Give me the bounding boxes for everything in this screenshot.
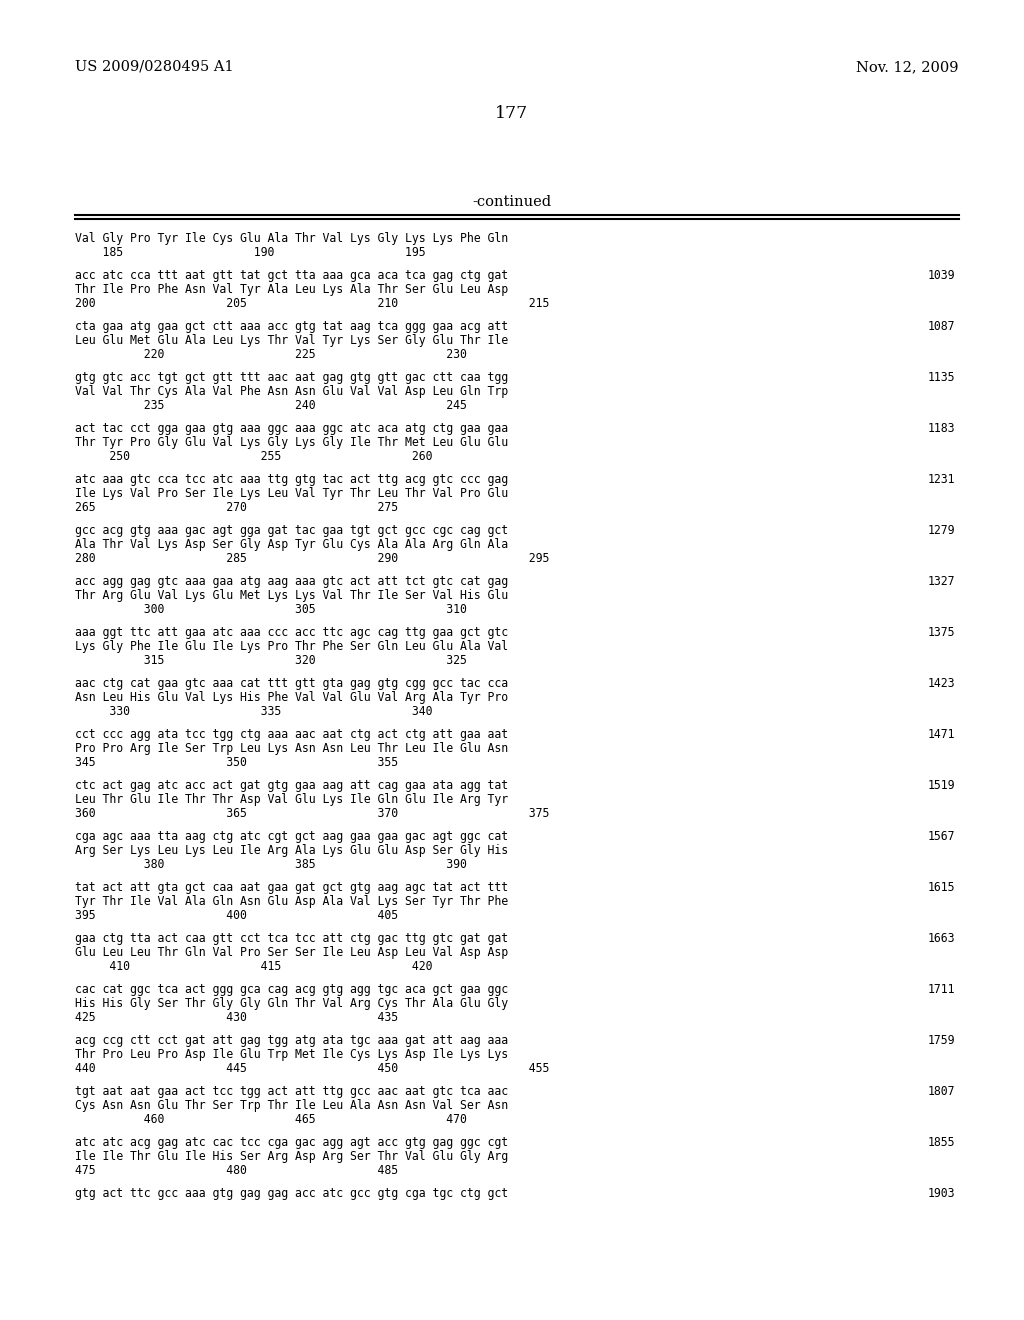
Text: tat act att gta gct caa aat gaa gat gct gtg aag agc tat act ttt: tat act att gta gct caa aat gaa gat gct … [75,880,508,894]
Text: Ile Lys Val Pro Ser Ile Lys Leu Val Tyr Thr Leu Thr Val Pro Glu: Ile Lys Val Pro Ser Ile Lys Leu Val Tyr … [75,487,508,500]
Text: Nov. 12, 2009: Nov. 12, 2009 [856,59,959,74]
Text: 440                   445                   450                   455: 440 445 450 455 [75,1063,549,1074]
Text: 1519: 1519 [928,779,955,792]
Text: Cys Asn Asn Glu Thr Ser Trp Thr Ile Leu Ala Asn Asn Val Ser Asn: Cys Asn Asn Glu Thr Ser Trp Thr Ile Leu … [75,1100,508,1111]
Text: Leu Thr Glu Ile Thr Thr Asp Val Glu Lys Ile Gln Glu Ile Arg Tyr: Leu Thr Glu Ile Thr Thr Asp Val Glu Lys … [75,793,508,807]
Text: Ala Thr Val Lys Asp Ser Gly Asp Tyr Glu Cys Ala Ala Arg Gln Ala: Ala Thr Val Lys Asp Ser Gly Asp Tyr Glu … [75,539,508,550]
Text: 410                   415                   420: 410 415 420 [75,960,432,973]
Text: 235                   240                   245: 235 240 245 [75,399,467,412]
Text: 425                   430                   435: 425 430 435 [75,1011,398,1024]
Text: 330                   335                   340: 330 335 340 [75,705,432,718]
Text: act tac cct gga gaa gtg aaa ggc aaa ggc atc aca atg ctg gaa gaa: act tac cct gga gaa gtg aaa ggc aaa ggc … [75,422,508,436]
Text: acg ccg ctt cct gat att gag tgg atg ata tgc aaa gat att aag aaa: acg ccg ctt cct gat att gag tgg atg ata … [75,1034,508,1047]
Text: Val Gly Pro Tyr Ile Cys Glu Ala Thr Val Lys Gly Lys Lys Phe Gln: Val Gly Pro Tyr Ile Cys Glu Ala Thr Val … [75,232,508,246]
Text: 177: 177 [496,106,528,121]
Text: acc agg gag gtc aaa gaa atg aag aaa gtc act att tct gtc cat gag: acc agg gag gtc aaa gaa atg aag aaa gtc … [75,576,508,587]
Text: Asn Leu His Glu Val Lys His Phe Val Val Glu Val Arg Ala Tyr Pro: Asn Leu His Glu Val Lys His Phe Val Val … [75,690,508,704]
Text: gtg gtc acc tgt gct gtt ttt aac aat gag gtg gtt gac ctt caa tgg: gtg gtc acc tgt gct gtt ttt aac aat gag … [75,371,508,384]
Text: cct ccc agg ata tcc tgg ctg aaa aac aat ctg act ctg att gaa aat: cct ccc agg ata tcc tgg ctg aaa aac aat … [75,729,508,741]
Text: 1663: 1663 [928,932,955,945]
Text: 1039: 1039 [928,269,955,282]
Text: 265                   270                   275: 265 270 275 [75,502,398,513]
Text: Thr Arg Glu Val Lys Glu Met Lys Lys Val Thr Ile Ser Val His Glu: Thr Arg Glu Val Lys Glu Met Lys Lys Val … [75,589,508,602]
Text: 1423: 1423 [928,677,955,690]
Text: 1855: 1855 [928,1137,955,1148]
Text: Thr Tyr Pro Gly Glu Val Lys Gly Lys Gly Ile Thr Met Leu Glu Glu: Thr Tyr Pro Gly Glu Val Lys Gly Lys Gly … [75,436,508,449]
Text: ctc act gag atc acc act gat gtg gaa aag att cag gaa ata agg tat: ctc act gag atc acc act gat gtg gaa aag … [75,779,508,792]
Text: 1471: 1471 [928,729,955,741]
Text: Leu Glu Met Glu Ala Leu Lys Thr Val Tyr Lys Ser Gly Glu Thr Ile: Leu Glu Met Glu Ala Leu Lys Thr Val Tyr … [75,334,508,347]
Text: Tyr Thr Ile Val Ala Gln Asn Glu Asp Ala Val Lys Ser Tyr Thr Phe: Tyr Thr Ile Val Ala Gln Asn Glu Asp Ala … [75,895,508,908]
Text: 220                   225                   230: 220 225 230 [75,348,467,360]
Text: -continued: -continued [472,195,552,209]
Text: Glu Leu Leu Thr Gln Val Pro Ser Ser Ile Leu Asp Leu Val Asp Asp: Glu Leu Leu Thr Gln Val Pro Ser Ser Ile … [75,946,508,960]
Text: aac ctg cat gaa gtc aaa cat ttt gtt gta gag gtg cgg gcc tac cca: aac ctg cat gaa gtc aaa cat ttt gtt gta … [75,677,508,690]
Text: 1759: 1759 [928,1034,955,1047]
Text: 300                   305                   310: 300 305 310 [75,603,467,616]
Text: Lys Gly Phe Ile Glu Ile Lys Pro Thr Phe Ser Gln Leu Glu Ala Val: Lys Gly Phe Ile Glu Ile Lys Pro Thr Phe … [75,640,508,653]
Text: Thr Pro Leu Pro Asp Ile Glu Trp Met Ile Cys Lys Asp Ile Lys Lys: Thr Pro Leu Pro Asp Ile Glu Trp Met Ile … [75,1048,508,1061]
Text: cta gaa atg gaa gct ctt aaa acc gtg tat aag tca ggg gaa acg att: cta gaa atg gaa gct ctt aaa acc gtg tat … [75,319,508,333]
Text: 360                   365                   370                   375: 360 365 370 375 [75,807,549,820]
Text: 395                   400                   405: 395 400 405 [75,909,398,921]
Text: 280                   285                   290                   295: 280 285 290 295 [75,552,549,565]
Text: 380                   385                   390: 380 385 390 [75,858,467,871]
Text: 1231: 1231 [928,473,955,486]
Text: Ile Ile Thr Glu Ile His Ser Arg Asp Arg Ser Thr Val Glu Gly Arg: Ile Ile Thr Glu Ile His Ser Arg Asp Arg … [75,1150,508,1163]
Text: His His Gly Ser Thr Gly Gly Gln Thr Val Arg Cys Thr Ala Glu Gly: His His Gly Ser Thr Gly Gly Gln Thr Val … [75,997,508,1010]
Text: 1327: 1327 [928,576,955,587]
Text: Pro Pro Arg Ile Ser Trp Leu Lys Asn Asn Leu Thr Leu Ile Glu Asn: Pro Pro Arg Ile Ser Trp Leu Lys Asn Asn … [75,742,508,755]
Text: 200                   205                   210                   215: 200 205 210 215 [75,297,549,310]
Text: gaa ctg tta act caa gtt cct tca tcc att ctg gac ttg gtc gat gat: gaa ctg tta act caa gtt cct tca tcc att … [75,932,508,945]
Text: Thr Ile Pro Phe Asn Val Tyr Ala Leu Lys Ala Thr Ser Glu Leu Asp: Thr Ile Pro Phe Asn Val Tyr Ala Leu Lys … [75,282,508,296]
Text: 1279: 1279 [928,524,955,537]
Text: 185                   190                   195: 185 190 195 [75,246,426,259]
Text: 1183: 1183 [928,422,955,436]
Text: 250                   255                   260: 250 255 260 [75,450,432,463]
Text: Arg Ser Lys Leu Lys Leu Ile Arg Ala Lys Glu Glu Asp Ser Gly His: Arg Ser Lys Leu Lys Leu Ile Arg Ala Lys … [75,843,508,857]
Text: 1375: 1375 [928,626,955,639]
Text: cga agc aaa tta aag ctg atc cgt gct aag gaa gaa gac agt ggc cat: cga agc aaa tta aag ctg atc cgt gct aag … [75,830,508,843]
Text: acc atc cca ttt aat gtt tat gct tta aaa gca aca tca gag ctg gat: acc atc cca ttt aat gtt tat gct tta aaa … [75,269,508,282]
Text: US 2009/0280495 A1: US 2009/0280495 A1 [75,59,233,74]
Text: cac cat ggc tca act ggg gca cag acg gtg agg tgc aca gct gaa ggc: cac cat ggc tca act ggg gca cag acg gtg … [75,983,508,997]
Text: aaa ggt ttc att gaa atc aaa ccc acc ttc agc cag ttg gaa gct gtc: aaa ggt ttc att gaa atc aaa ccc acc ttc … [75,626,508,639]
Text: gcc acg gtg aaa gac agt gga gat tac gaa tgt gct gcc cgc cag gct: gcc acg gtg aaa gac agt gga gat tac gaa … [75,524,508,537]
Text: 1711: 1711 [928,983,955,997]
Text: 1135: 1135 [928,371,955,384]
Text: 1807: 1807 [928,1085,955,1098]
Text: Val Val Thr Cys Ala Val Phe Asn Asn Glu Val Val Asp Leu Gln Trp: Val Val Thr Cys Ala Val Phe Asn Asn Glu … [75,385,508,399]
Text: 345                   350                   355: 345 350 355 [75,756,398,770]
Text: tgt aat aat gaa act tcc tgg act att ttg gcc aac aat gtc tca aac: tgt aat aat gaa act tcc tgg act att ttg … [75,1085,508,1098]
Text: 460                   465                   470: 460 465 470 [75,1113,467,1126]
Text: atc aaa gtc cca tcc atc aaa ttg gtg tac act ttg acg gtc ccc gag: atc aaa gtc cca tcc atc aaa ttg gtg tac … [75,473,508,486]
Text: 1087: 1087 [928,319,955,333]
Text: 1567: 1567 [928,830,955,843]
Text: 1903: 1903 [928,1187,955,1200]
Text: 1615: 1615 [928,880,955,894]
Text: 315                   320                   325: 315 320 325 [75,653,467,667]
Text: atc atc acg gag atc cac tcc cga gac agg agt acc gtg gag ggc cgt: atc atc acg gag atc cac tcc cga gac agg … [75,1137,508,1148]
Text: 475                   480                   485: 475 480 485 [75,1164,398,1177]
Text: gtg act ttc gcc aaa gtg gag gag acc atc gcc gtg cga tgc ctg gct: gtg act ttc gcc aaa gtg gag gag acc atc … [75,1187,508,1200]
